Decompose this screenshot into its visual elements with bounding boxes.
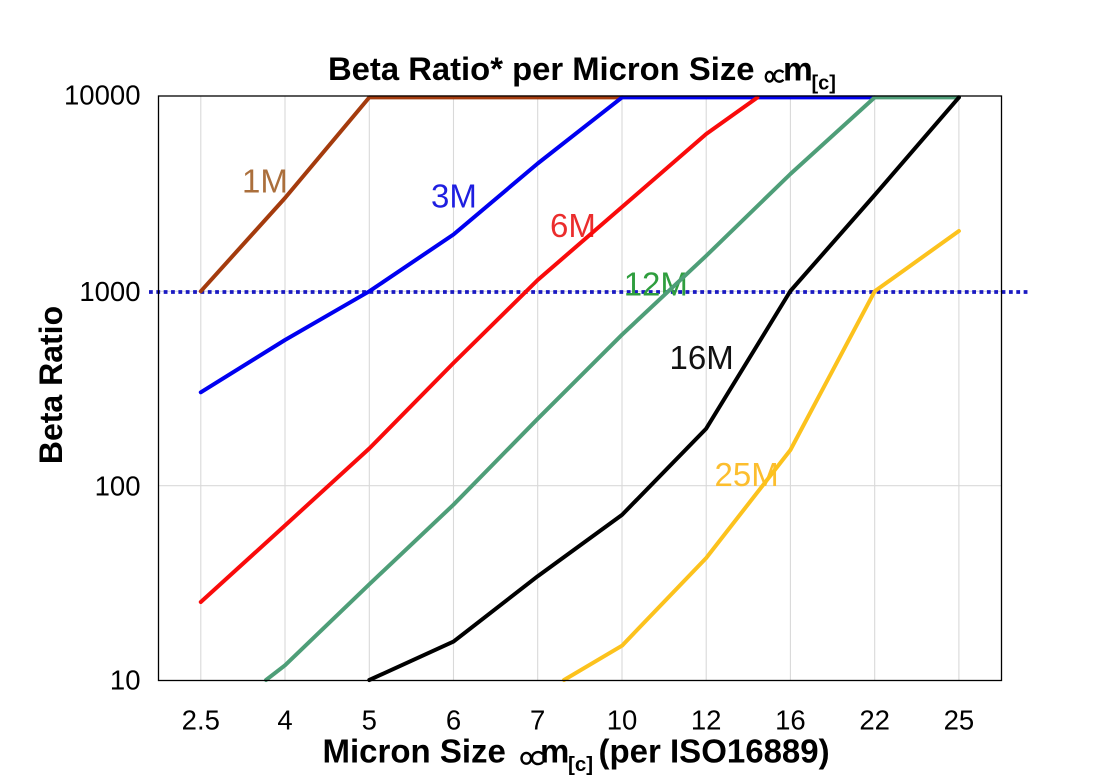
svg-text:16: 16 [775,704,806,735]
svg-text:22: 22 [859,704,890,735]
svg-text:(per ISO16889): (per ISO16889) [599,733,830,770]
svg-text:Beta Ratio* per Micron Size: Beta Ratio* per Micron Size [328,50,754,87]
svg-text:10000: 10000 [64,80,140,111]
svg-text:2.5: 2.5 [182,704,220,735]
svg-text:6: 6 [446,704,461,735]
svg-text:m: m [540,733,569,770]
svg-text:10: 10 [110,665,141,696]
svg-text:6M: 6M [550,207,596,244]
svg-text:12: 12 [691,704,722,735]
svg-text:7: 7 [530,704,545,735]
svg-text:Beta Ratio: Beta Ratio [33,306,69,464]
svg-text:10: 10 [607,704,638,735]
svg-text:[c]: [c] [812,73,836,95]
svg-text:5: 5 [362,704,377,735]
svg-text:1000: 1000 [79,276,140,307]
svg-text:m: m [783,52,813,89]
svg-text:Micron Size: Micron Size [323,733,506,770]
svg-text:[c]: [c] [568,753,593,776]
svg-text:25M: 25M [715,456,779,493]
svg-text:100: 100 [95,470,141,501]
svg-text:3M: 3M [431,178,477,215]
svg-text:1M: 1M [242,163,288,200]
svg-text:16M: 16M [670,339,734,376]
svg-text:25: 25 [944,704,975,735]
svg-text:4: 4 [277,704,292,735]
